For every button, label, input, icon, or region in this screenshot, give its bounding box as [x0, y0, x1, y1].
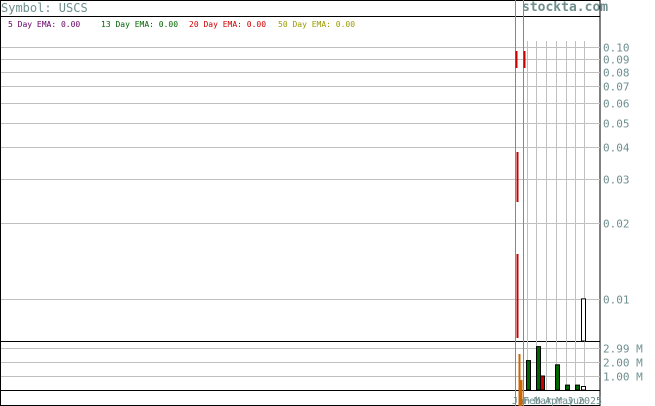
date-tick-label: 2025: [578, 396, 602, 406]
date-tick-label: Jun: [567, 396, 585, 406]
date-tick-label: Feb: [523, 396, 541, 406]
price-tick-label: 0.01: [603, 294, 630, 307]
volume-bar: [581, 386, 586, 391]
legend-ema50: 50 Day EMA: 0.00: [278, 20, 356, 29]
price-tick-label: 0.07: [603, 81, 630, 94]
last-price-bar: [581, 298, 586, 342]
outer-frame: [0, 0, 601, 406]
volume-bar: [575, 384, 580, 391]
price-tick-label: 0.02: [603, 218, 630, 231]
volume-tick-label: 1.00 M: [603, 371, 643, 384]
date-tick-label: Apr: [545, 396, 563, 406]
price-tick-label: 0.09: [603, 54, 630, 67]
volume-tick-label: 2.99 M: [603, 343, 643, 356]
volume-bar: [555, 364, 560, 391]
header-bar: Symbol: USCS stockta.com: [0, 0, 608, 16]
price-tick-label: 0.10: [603, 42, 630, 55]
legend-ema20: 20 Day EMA: 0.00: [189, 20, 267, 29]
legend-ema5: 5 Day EMA: 0.00: [8, 20, 81, 29]
price-tick-label: 0.05: [603, 118, 630, 131]
price-tick-label: 0.06: [603, 98, 630, 111]
volume-bar: [565, 384, 570, 391]
price-tick-label: 0.03: [603, 174, 630, 187]
volume-bar: [536, 346, 541, 391]
legend-ema13: 13 Day EMA: 0.00: [101, 20, 179, 29]
symbol-title: Symbol: USCS: [1, 1, 88, 15]
volume-bar: [526, 360, 531, 391]
volume-bar: [540, 375, 545, 391]
watermark-logo: stockta.com: [522, 0, 609, 15]
price-tick-label: 0.08: [603, 67, 630, 80]
volume-tick-label: 2.00 M: [603, 357, 643, 370]
date-tick-label: May: [556, 396, 574, 406]
date-tick-label: Mar: [534, 396, 552, 406]
price-tick-label: 0.04: [603, 142, 630, 155]
